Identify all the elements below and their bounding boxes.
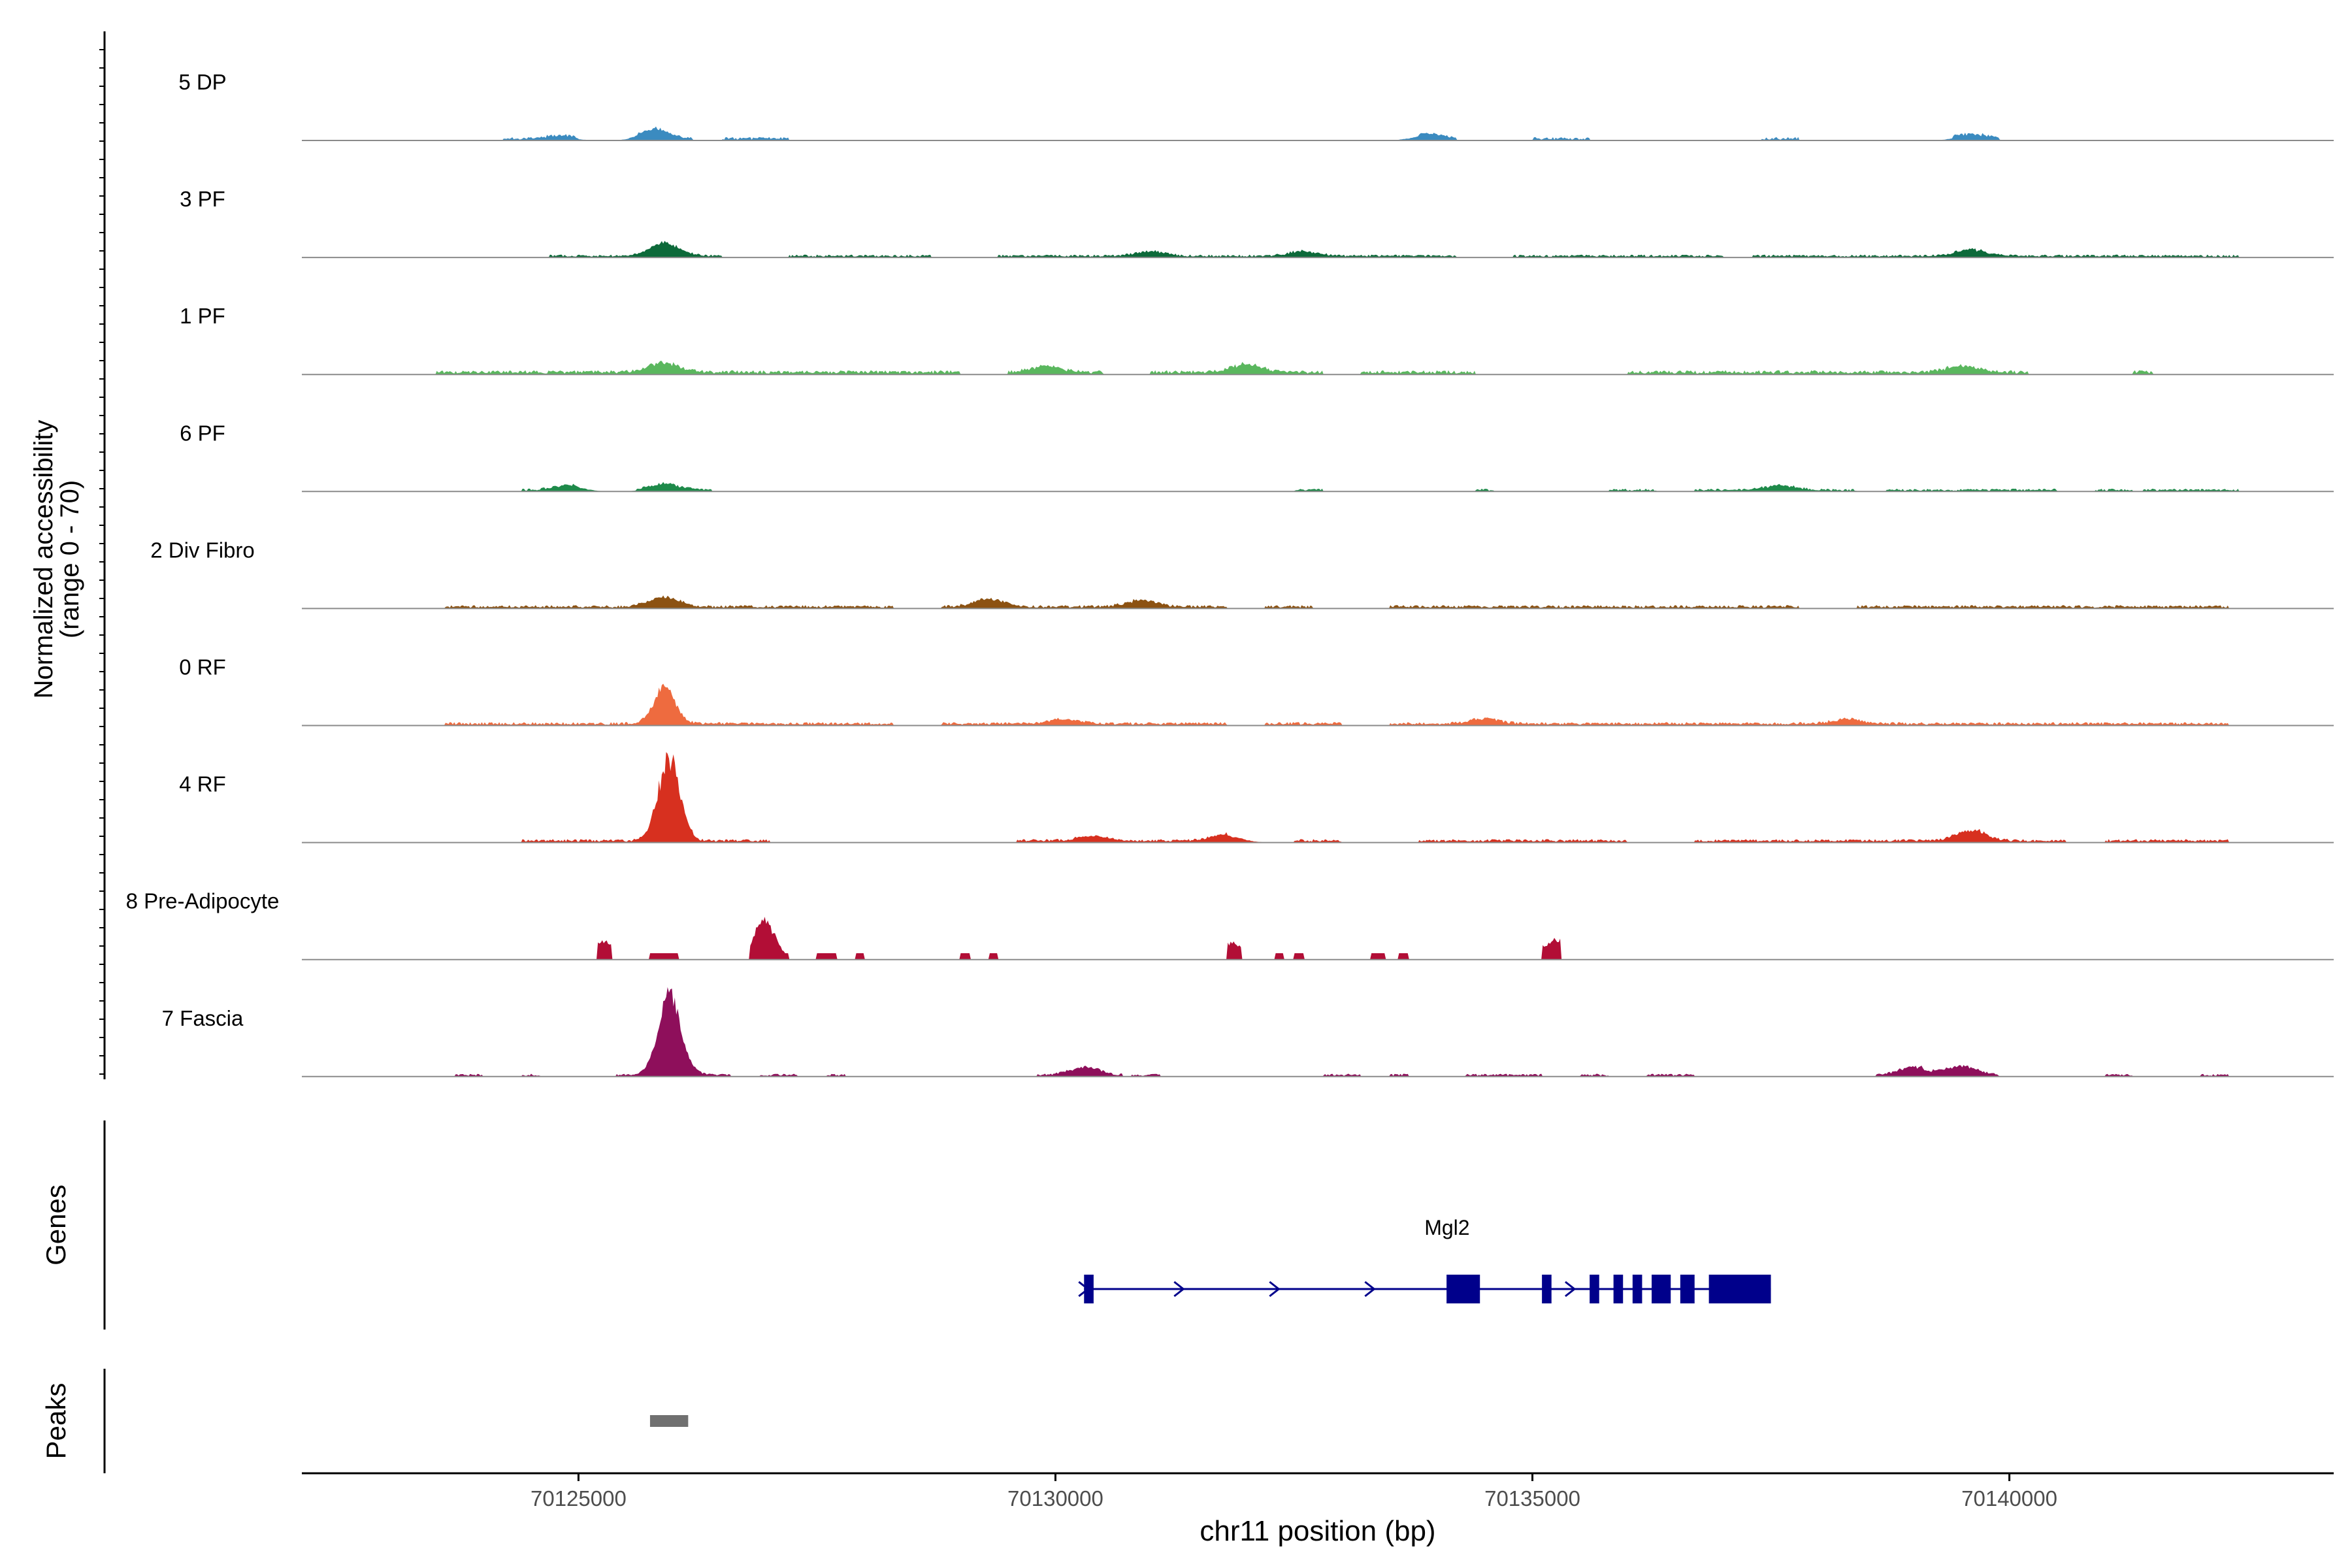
track-2-div-fibro: 2 Div Fibro bbox=[150, 538, 2334, 610]
strand-arrow bbox=[1364, 1281, 1376, 1298]
coverage-area bbox=[302, 482, 2334, 492]
track-label: 5 DP bbox=[178, 70, 226, 94]
track-5-dp: 5 DP bbox=[178, 70, 2334, 141]
track-label: 1 PF bbox=[180, 304, 225, 328]
track-label: 2 Div Fibro bbox=[150, 538, 255, 562]
peaks-track-label: Peaks bbox=[41, 1383, 71, 1460]
gene-exon bbox=[1652, 1275, 1671, 1303]
gene-name-label: Mgl2 bbox=[1424, 1216, 1469, 1239]
x-tick-label: 70130000 bbox=[1007, 1486, 1103, 1511]
x-tick-label: 70135000 bbox=[1484, 1486, 1580, 1511]
track-label: 7 Fascia bbox=[162, 1006, 244, 1030]
coverage-y-ticks bbox=[99, 49, 105, 1075]
coverage-area bbox=[302, 595, 2334, 609]
track-8-pre-adipocyte: 8 Pre-Adipocyte bbox=[126, 889, 2334, 960]
y-axis-title-line1: Normalized accessibility bbox=[29, 420, 58, 699]
gene-exon bbox=[1708, 1275, 1771, 1303]
track-4-rf: 4 RF bbox=[179, 752, 2334, 843]
track-label: 0 RF bbox=[179, 655, 226, 679]
track-1-pf: 1 PF bbox=[180, 304, 2334, 376]
track-6-pf: 6 PF bbox=[180, 421, 2334, 493]
gene-exon bbox=[1542, 1275, 1552, 1303]
strand-arrow bbox=[1173, 1281, 1185, 1298]
track-3-pf: 3 PF bbox=[180, 187, 2334, 259]
genes-track-label: Genes bbox=[41, 1184, 71, 1266]
gene-exon bbox=[1680, 1275, 1695, 1303]
x-tick-label: 70140000 bbox=[1961, 1486, 2057, 1511]
coverage-tracks: 5 DP 3 PF 1 PF 6 PF 2 Div Fibro 0 RF 4 RF 8 Pre… bbox=[126, 70, 2334, 1077]
x-axis-ticks: 70125000 70130000 70135000 70140000 bbox=[531, 1473, 2057, 1511]
track-0-rf: 0 RF bbox=[179, 655, 2334, 727]
x-axis-title: chr11 position (bp) bbox=[1200, 1515, 1435, 1547]
peak-regions bbox=[649, 1415, 689, 1427]
coverage-area bbox=[302, 361, 2334, 375]
track-label: 4 RF bbox=[179, 772, 226, 796]
strand-arrow bbox=[1269, 1281, 1281, 1298]
track-label: 3 PF bbox=[180, 187, 225, 211]
peak-region bbox=[649, 1415, 689, 1427]
coverage-area bbox=[302, 240, 2334, 258]
strand-arrow bbox=[1078, 1281, 1090, 1298]
track-label: 8 Pre-Adipocyte bbox=[126, 889, 280, 913]
gene-exon bbox=[1613, 1275, 1624, 1303]
track-label: 6 PF bbox=[180, 421, 225, 445]
gene-model: Mgl2 bbox=[1078, 1216, 1771, 1303]
track-7-fascia: 7 Fascia bbox=[162, 987, 2334, 1077]
gene-exon bbox=[1446, 1275, 1480, 1303]
gene-exon bbox=[1590, 1275, 1599, 1303]
y-axis-title-line2: (range 0 - 70) bbox=[56, 480, 84, 638]
x-tick-label: 70125000 bbox=[531, 1486, 627, 1511]
coverage-area bbox=[302, 126, 2334, 140]
gene-exon bbox=[1632, 1275, 1642, 1303]
strand-arrow bbox=[1564, 1281, 1576, 1298]
